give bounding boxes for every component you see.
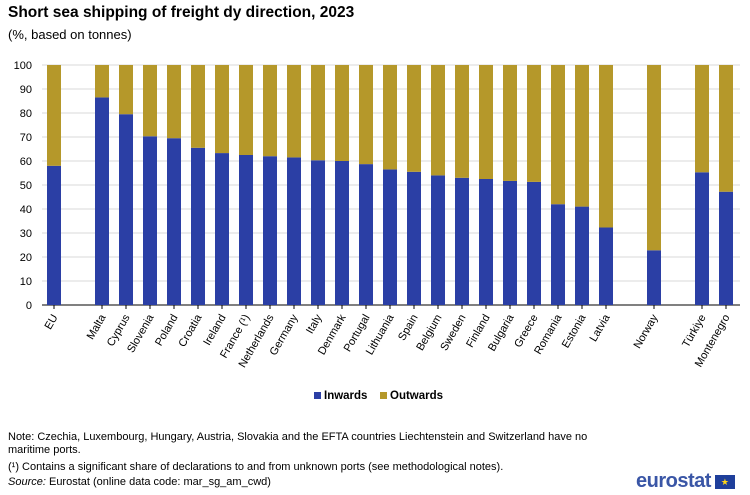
bar-inwards — [431, 175, 445, 305]
x-tick-label: Latvia — [588, 312, 614, 344]
y-tick-label: 70 — [20, 132, 32, 144]
bar-outwards — [407, 65, 421, 172]
bar-outwards — [719, 65, 733, 192]
bar-outwards — [695, 65, 709, 173]
bar-inwards — [191, 147, 205, 305]
y-tick-label: 50 — [20, 180, 32, 192]
y-tick-label: 100 — [14, 60, 32, 72]
bar-outwards — [455, 65, 469, 178]
x-tick-label: Norway — [632, 312, 661, 351]
bar-outwards — [383, 65, 397, 170]
bar-inwards — [455, 177, 469, 305]
legend-label-outwards: Outwards — [390, 390, 443, 402]
chart-subtitle: (%, based on tonnes) — [8, 27, 132, 42]
bar-inwards — [335, 161, 349, 305]
bar-inwards — [143, 136, 157, 305]
bar-inwards — [359, 164, 373, 305]
bar-inwards — [95, 97, 109, 306]
y-tick-label: 90 — [20, 84, 32, 96]
eurostat-logo: eurostat ★ — [636, 470, 735, 493]
bar-inwards — [527, 181, 541, 305]
bar-outwards — [119, 65, 133, 115]
bar-outwards — [287, 65, 301, 158]
bar-inwards — [407, 171, 421, 305]
x-tick-label: Spain — [396, 313, 420, 343]
bar-inwards — [47, 165, 61, 305]
y-tick-label: 10 — [20, 276, 32, 288]
bar-inwards — [551, 204, 565, 305]
bar-inwards — [215, 153, 229, 305]
bar-outwards — [263, 65, 277, 157]
flag-star: ★ — [720, 476, 729, 487]
y-tick-label: 30 — [20, 228, 32, 240]
note-maritime: Note: Czechia, Luxembourg, Hungary, Aust… — [8, 431, 588, 456]
bar-inwards — [599, 227, 613, 305]
source-text: Eurostat (online data code: mar_sg_am_cw… — [45, 476, 271, 488]
bar-outwards — [335, 65, 349, 161]
y-tick-label: 20 — [20, 252, 32, 264]
bar-outwards — [599, 65, 613, 228]
chart-title: Short sea shipping of freight dy directi… — [8, 4, 355, 21]
bar-inwards — [383, 169, 397, 305]
bar-outwards — [431, 65, 445, 176]
y-tick-label: 0 — [26, 300, 32, 312]
bar-outwards — [359, 65, 373, 165]
bar-inwards — [311, 160, 325, 305]
bar-inwards — [503, 180, 517, 305]
bar-inwards — [479, 179, 493, 305]
bar-outwards — [311, 65, 325, 161]
logo-text: eurostat — [636, 470, 711, 492]
bar-inwards — [239, 155, 253, 305]
bar-inwards — [287, 157, 301, 305]
bar-inwards — [647, 250, 661, 305]
bar-outwards — [479, 65, 493, 179]
legend-label-inwards: Inwards — [324, 390, 367, 402]
x-tick-label: Italy — [304, 312, 325, 336]
source-label: Source: — [8, 476, 46, 488]
bar-inwards — [695, 172, 709, 305]
eu-flag-icon: ★ — [714, 474, 735, 489]
bar-outwards — [551, 65, 565, 205]
bar-outwards — [143, 65, 157, 137]
x-tick-label: EU — [43, 312, 61, 331]
bar-outwards — [215, 65, 229, 154]
x-tick-label: Malta — [85, 312, 109, 342]
bar-outwards — [647, 65, 661, 251]
bar-outwards — [239, 65, 253, 155]
bar-outwards — [191, 65, 205, 148]
bar-outwards — [527, 65, 541, 182]
bar-inwards — [167, 138, 181, 305]
source-note: Source: Eurostat (online data code: mar_… — [8, 476, 271, 489]
bar-inwards — [719, 191, 733, 305]
bar-outwards — [167, 65, 181, 139]
legend-swatch-inwards — [314, 392, 321, 399]
x-tick-label: Estonia — [560, 312, 589, 351]
bar-outwards — [575, 65, 589, 207]
bar-inwards — [119, 114, 133, 305]
y-tick-label: 40 — [20, 204, 32, 216]
legend-swatch-outwards — [380, 392, 387, 399]
bar-outwards — [95, 65, 109, 98]
y-tick-label: 80 — [20, 108, 32, 120]
y-tick-label: 60 — [20, 156, 32, 168]
bar-outwards — [47, 65, 61, 166]
bar-inwards — [263, 156, 277, 305]
x-tick-label: Croatia — [176, 312, 205, 349]
note-france: (¹) Contains a significant share of decl… — [8, 461, 504, 473]
bar-outwards — [503, 65, 517, 181]
bar-inwards — [575, 206, 589, 305]
